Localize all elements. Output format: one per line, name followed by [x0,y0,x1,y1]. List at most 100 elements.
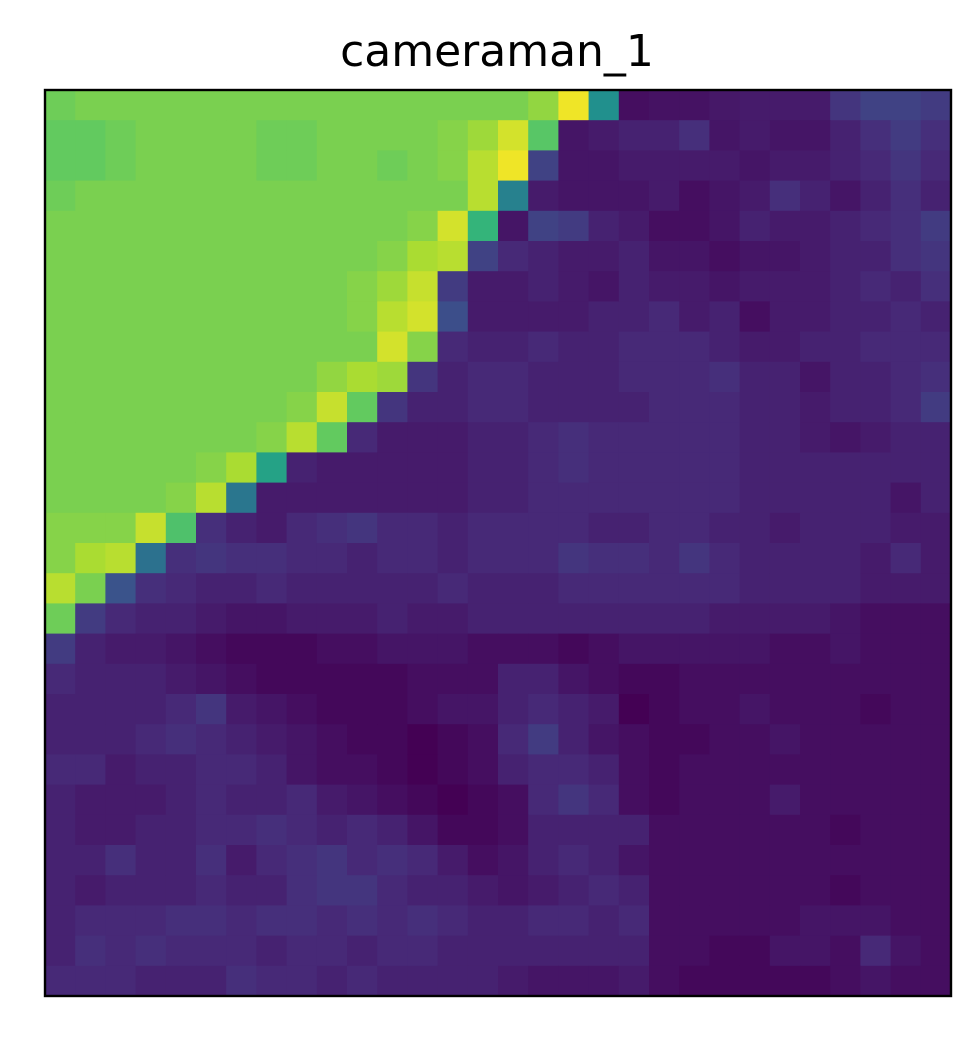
heatmap-cell [739,301,771,333]
heatmap-cell [75,663,106,695]
heatmap-cell [588,361,620,393]
heatmap-cell [377,724,408,755]
heatmap-cell [558,361,590,393]
heatmap-cell [256,392,288,423]
heatmap-cell [75,301,106,333]
heatmap-cell [196,331,227,363]
heatmap-cell [135,814,167,846]
heatmap-cell [407,150,439,182]
heatmap-cell [588,784,620,816]
heatmap-cell [528,482,559,514]
heatmap-cell [528,120,559,151]
heatmap-cell [256,935,288,967]
heatmap-cell [407,754,439,786]
heatmap-cell [679,180,710,212]
heatmap-cell [347,512,378,544]
heatmap-cell [437,965,469,997]
heatmap-cell [407,965,439,997]
heatmap-cell [286,814,318,846]
heatmap-cell [860,724,892,755]
heatmap-cell [649,965,680,997]
heatmap-cell [769,965,801,997]
heatmap-cell [709,241,741,272]
heatmap-cell [769,392,801,423]
heatmap-cell [800,150,831,182]
heatmap-cell [769,935,801,967]
heatmap-cell [860,875,892,906]
heatmap-cell [528,784,559,816]
heatmap-cell [226,241,257,272]
heatmap-cell [165,905,197,937]
heatmap-cell [890,543,922,574]
heatmap-cell [165,965,197,997]
heatmap-cell [226,663,257,695]
heatmap-cell [920,241,952,272]
heatmap-cell [558,452,590,484]
heatmap-cell [709,754,741,786]
heatmap-cell [196,361,227,393]
heatmap-cell [920,482,952,514]
heatmap-cell [618,241,650,272]
heatmap-cell [105,120,137,151]
heatmap-cell [347,724,378,755]
heatmap-cell [135,845,167,876]
heatmap-cell [709,694,741,725]
heatmap-cell [890,271,922,302]
heatmap-cell [135,935,167,967]
heatmap-cell [256,210,288,242]
heatmap-cell [739,633,771,665]
heatmap-cell [316,150,348,182]
heatmap-cell [830,573,861,604]
heatmap-cell [890,603,922,635]
heatmap-cell [75,361,106,393]
heatmap-cell [830,271,861,302]
heatmap-cell [75,814,106,846]
heatmap-cell [618,422,650,453]
heatmap-cell [739,90,771,121]
heatmap-cell [256,422,288,453]
heatmap-cell [679,512,710,544]
heatmap-cell [709,573,741,604]
heatmap-cell [860,965,892,997]
heatmap-cell [800,331,831,363]
heatmap-cell [467,271,499,302]
heatmap-cell [588,633,620,665]
heatmap-cell [769,724,801,755]
heatmap-cell [45,392,76,423]
heatmap-cell [226,935,257,967]
heatmap-cell [498,965,529,997]
heatmap-cell [45,784,76,816]
heatmap-cell [649,452,680,484]
heatmap-cell [347,754,378,786]
heatmap-cell [407,90,439,121]
heatmap-cell [256,875,288,906]
heatmap-cell [679,845,710,876]
heatmap-cell [45,422,76,453]
heatmap-cell [679,422,710,453]
heatmap-cell [498,361,529,393]
heatmap-cell [739,482,771,514]
heatmap-cell [498,694,529,725]
heatmap-cell [135,90,167,121]
heatmap-cell [377,694,408,725]
heatmap-cell [860,633,892,665]
heatmap-cell [467,905,499,937]
heatmap-cell [800,875,831,906]
heatmap-cell [588,271,620,302]
heatmap-cell [316,905,348,937]
heatmap-cell [709,543,741,574]
heatmap-cell [920,301,952,333]
heatmap-cell [498,331,529,363]
heatmap-cell [196,875,227,906]
heatmap-cell [558,633,590,665]
heatmap-cell [165,724,197,755]
heatmap-cell [286,845,318,876]
heatmap-cell [196,754,227,786]
heatmap-cell [437,573,469,604]
heatmap-cell [890,814,922,846]
heatmap-cell [226,905,257,937]
heatmap-cell [800,392,831,423]
heatmap-cell [920,905,952,937]
heatmap-cell [830,422,861,453]
heatmap-cell [739,754,771,786]
